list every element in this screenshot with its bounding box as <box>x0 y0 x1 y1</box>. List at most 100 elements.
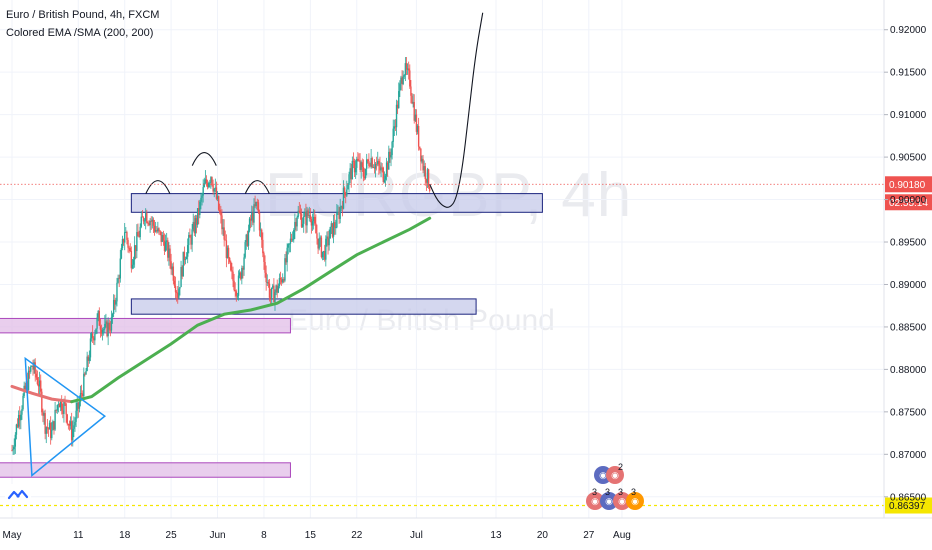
time-tick-label: 25 <box>166 530 178 541</box>
candle-up <box>266 282 268 283</box>
candle-down <box>169 248 171 262</box>
candle-up <box>287 244 289 248</box>
candle-down <box>283 279 285 281</box>
candle-up <box>133 245 136 260</box>
candle-up <box>48 422 51 430</box>
last-price-tag <box>885 176 932 193</box>
time-tick-label: 15 <box>305 530 317 541</box>
candle-up <box>83 373 85 397</box>
candle-up <box>293 229 295 240</box>
indicator-legend[interactable]: Colored EMA /SMA (200, 200) <box>6 27 154 39</box>
head-shoulders-arc <box>145 180 171 194</box>
candle-down <box>357 158 359 161</box>
candle-down <box>66 414 68 424</box>
candle-up <box>15 424 18 435</box>
candle-down <box>333 222 336 228</box>
candle-up <box>404 63 407 76</box>
time-axis[interactable]: May 11 18 25 Jun 8 15 22 Jul 13 20 27 Aug <box>3 530 631 541</box>
candle-up <box>132 259 135 265</box>
event-flag-icon[interactable]: ◉ <box>606 466 624 484</box>
candle-up <box>88 357 91 361</box>
candle-up <box>196 208 199 225</box>
candle-down <box>401 77 403 85</box>
candle-up <box>370 158 372 167</box>
candle-down <box>195 218 198 225</box>
candle-down <box>156 230 158 232</box>
candle-up <box>136 232 138 252</box>
candle-down <box>93 337 95 341</box>
candle-up <box>247 230 250 246</box>
candle-down <box>77 402 79 409</box>
candle-up <box>22 395 24 410</box>
candle-down <box>378 160 380 166</box>
event-flag-icon[interactable]: ◉ <box>626 492 644 510</box>
candle-down <box>220 212 222 216</box>
economic-events[interactable]: ◉ ◉ 2 ◉ 3 ◉ 3 ◉ 3 ◉ 3 <box>586 461 646 521</box>
candle-up <box>393 126 396 129</box>
candle-down <box>316 233 318 239</box>
candle-up <box>288 243 291 245</box>
candle-up <box>356 158 358 168</box>
candle-down <box>141 216 144 218</box>
candle-up <box>318 238 320 249</box>
candle-up <box>301 223 304 227</box>
candle-up <box>110 317 113 331</box>
candle-down <box>44 413 46 434</box>
candle-up <box>12 449 14 451</box>
candle-up <box>96 317 98 329</box>
candle-down <box>46 427 49 429</box>
candle-up <box>322 251 325 252</box>
candle-down <box>228 257 231 262</box>
candle-down <box>382 167 384 182</box>
candle-up <box>216 196 219 199</box>
candle-down <box>34 362 36 374</box>
candle-down <box>310 219 313 226</box>
candle-up <box>103 329 105 331</box>
candle-up <box>201 195 203 198</box>
candle-down <box>324 251 326 260</box>
time-tick-label: May <box>3 530 22 541</box>
candle-up <box>33 362 35 370</box>
ema-200-line-red <box>10 384 74 404</box>
candle-down <box>181 266 183 277</box>
candle-up <box>199 201 201 216</box>
candle-down <box>233 280 235 290</box>
symbol-title[interactable]: Euro / British Pound, 4h, FXCM <box>6 9 160 21</box>
tradingview-logo[interactable] <box>5 484 31 504</box>
candle-up <box>85 370 87 375</box>
candle-up <box>337 212 339 213</box>
candle-down <box>98 310 100 326</box>
candle-down <box>106 321 108 337</box>
candle-up <box>78 401 81 409</box>
candle-down <box>407 68 410 71</box>
candle-up <box>76 402 78 411</box>
event-flag-icon[interactable]: ◉ <box>586 492 604 510</box>
candle-down <box>235 291 238 296</box>
candle-down <box>206 183 209 188</box>
candle-down <box>87 356 89 361</box>
candle-down <box>389 151 391 158</box>
price-axis[interactable]: 0.92000 0.91500 0.91000 0.90500 0.90000 0.895… <box>0 0 932 519</box>
candle-up <box>171 266 173 270</box>
candle-up <box>104 323 106 330</box>
candle-up <box>398 91 400 109</box>
candle-down <box>167 240 169 258</box>
candle-down <box>295 221 297 227</box>
candle-up <box>202 187 204 196</box>
candle-down <box>148 223 150 226</box>
candle-down <box>58 404 61 408</box>
candle-up <box>17 414 20 427</box>
candle-down <box>215 187 218 199</box>
time-tick-label: 18 <box>119 530 131 541</box>
candle-down <box>219 209 221 213</box>
candle-up <box>241 267 243 279</box>
candle-up <box>274 292 276 303</box>
candle-down <box>298 210 300 213</box>
candle-down <box>150 221 152 222</box>
candle-up <box>286 247 288 263</box>
candle-up <box>308 215 310 216</box>
candle-down <box>252 213 254 223</box>
candle-down <box>276 285 278 293</box>
countdown-label: 02:55:14 <box>889 198 928 209</box>
